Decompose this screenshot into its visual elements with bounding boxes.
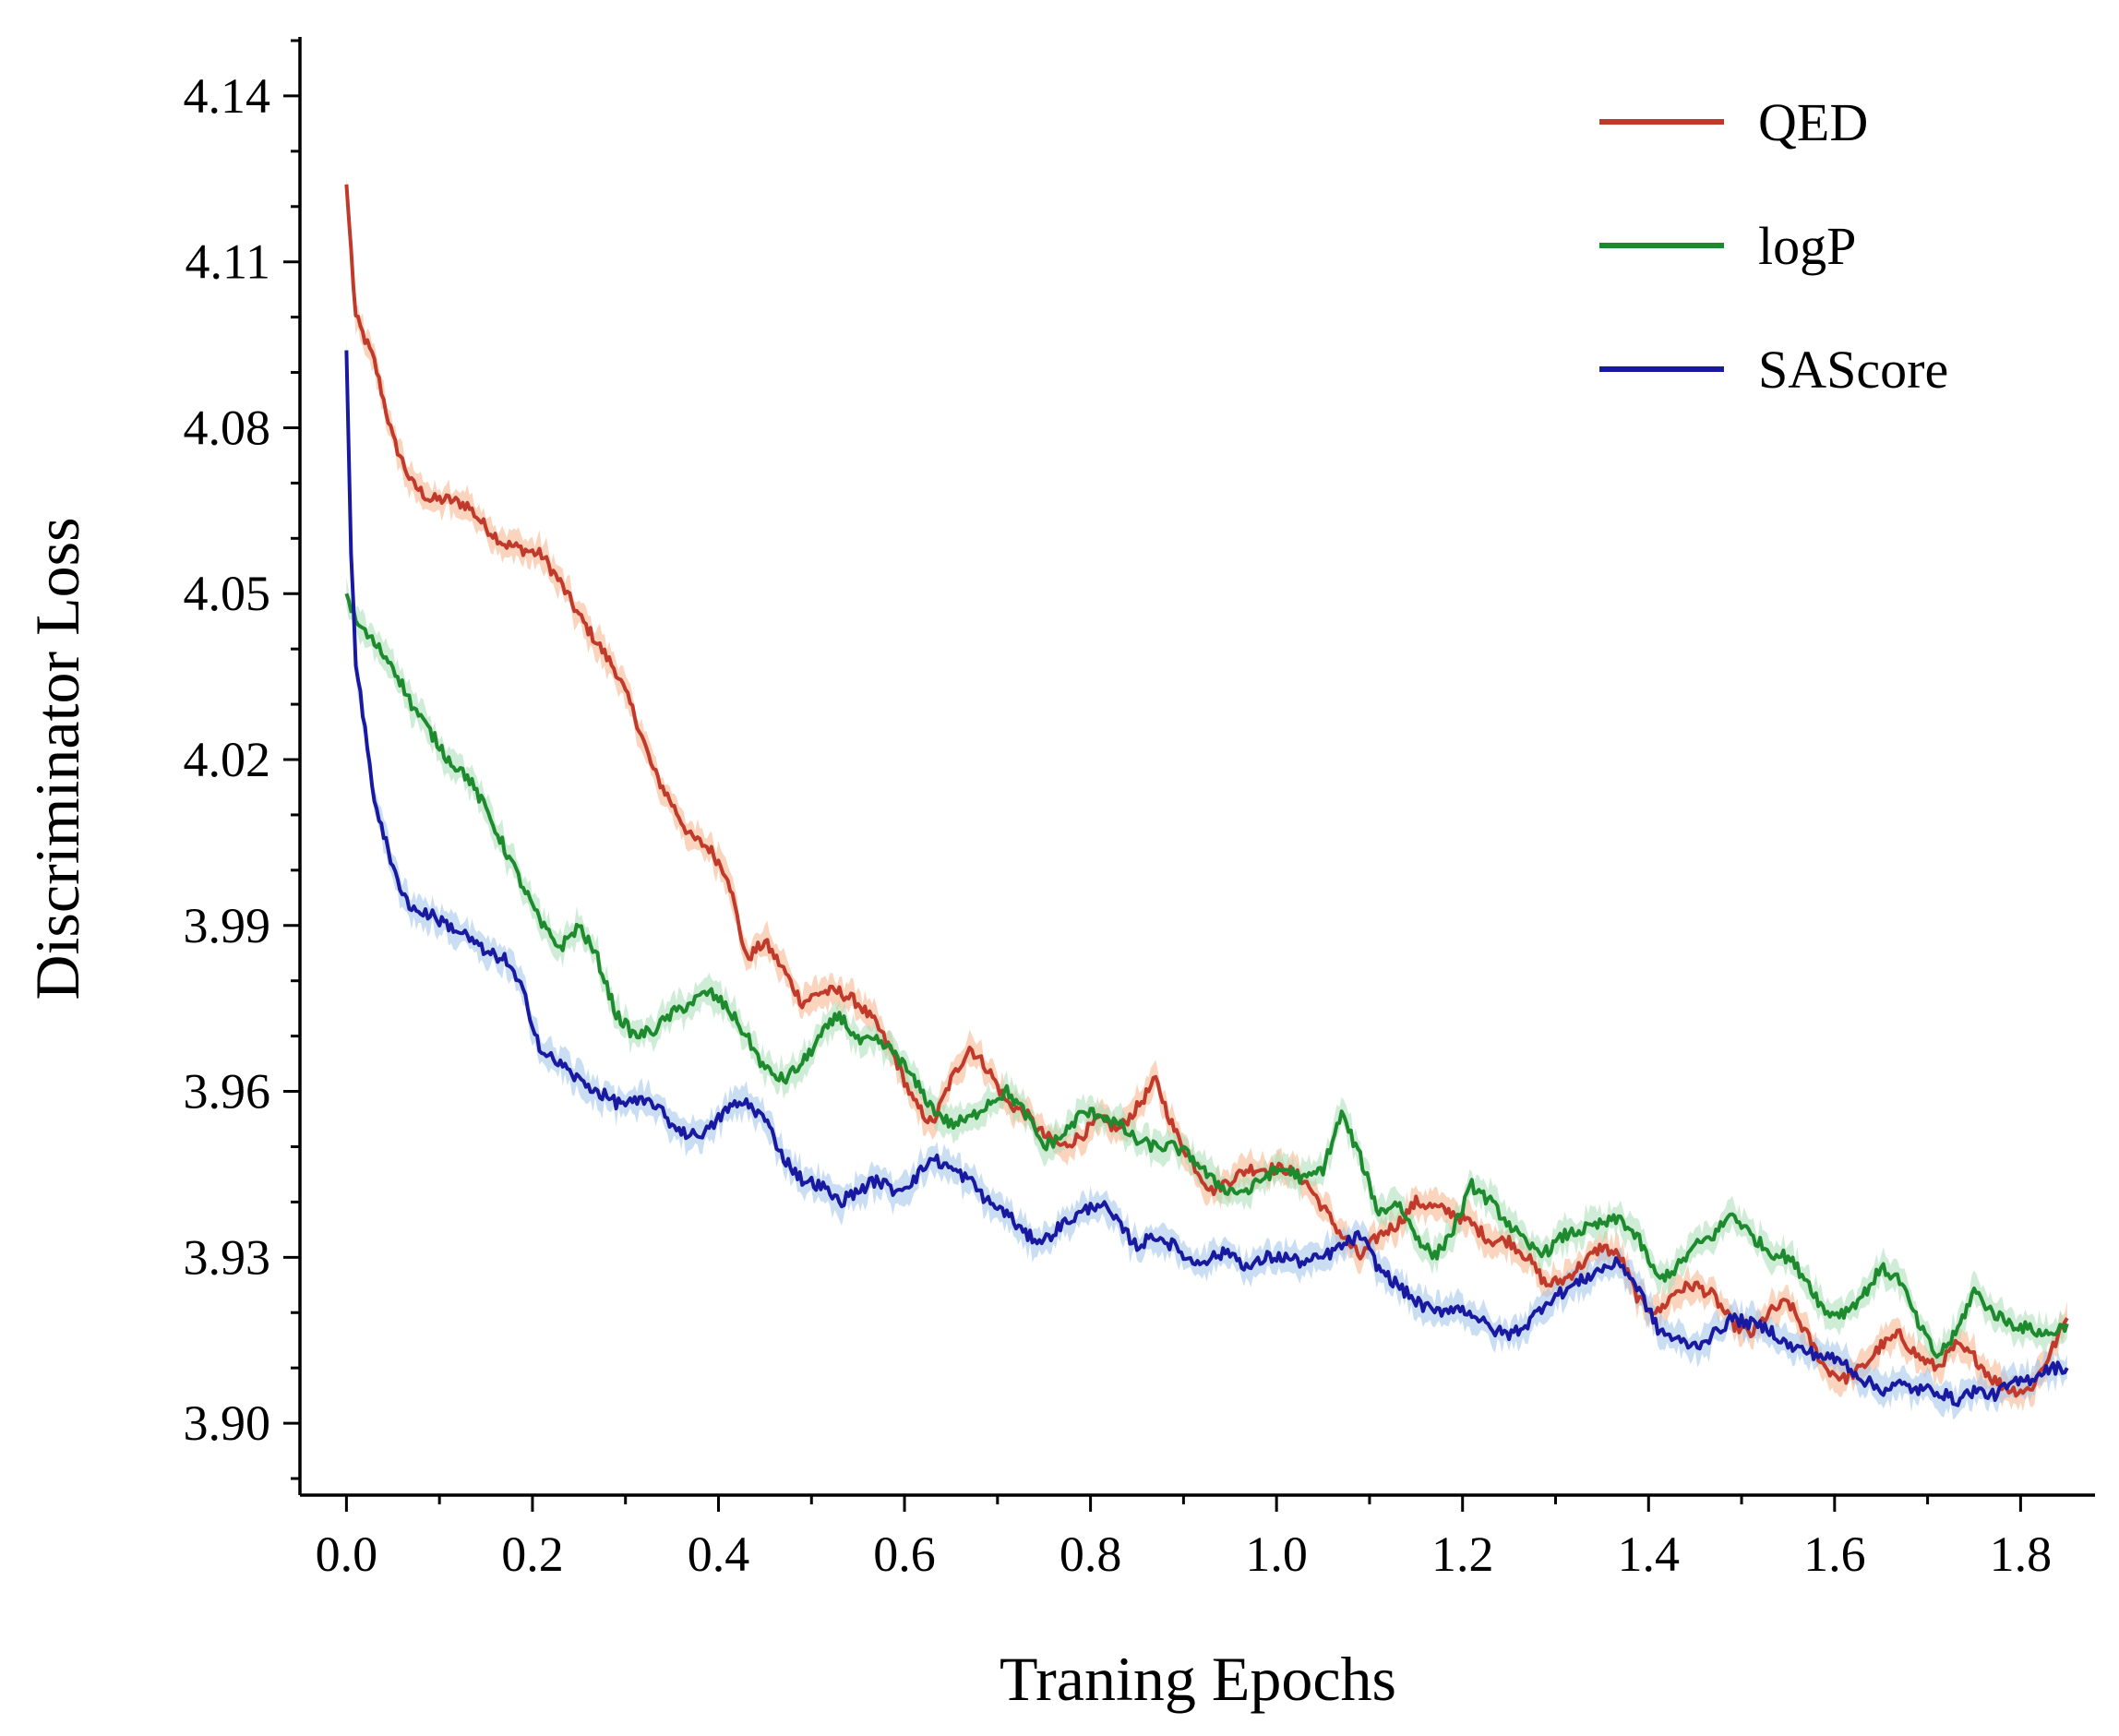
x-tick-label: 1.2 [1431, 1526, 1494, 1582]
axes [298, 37, 2095, 1497]
series-lines [344, 184, 2069, 1407]
legend-label-qed: QED [1758, 92, 1868, 152]
x-axis-title: Traning Epochs [1000, 1644, 1396, 1714]
y-tick-label: 4.05 [184, 566, 271, 621]
y-tick-label: 4.14 [184, 68, 271, 124]
x-tick-labels: 0.0 0.2 0.4 0.6 0.8 1.0 1.2 1.4 1.6 1.8 [316, 1526, 2052, 1582]
legend-label-logp: logP [1758, 216, 1856, 276]
y-tick-label: 4.08 [184, 400, 271, 455]
band-logp [346, 576, 2067, 1371]
series-line-sascore [344, 350, 2069, 1407]
y-tick-label: 4.11 [186, 234, 271, 290]
legend: QED logP SAScore [1599, 92, 1948, 400]
x-tick-label: 0.6 [873, 1526, 936, 1582]
x-tick-label: 1.4 [1618, 1526, 1681, 1582]
x-tick-label: 1.6 [1803, 1526, 1866, 1582]
y-tick-label: 3.90 [184, 1395, 271, 1451]
y-tick-label: 3.96 [184, 1064, 271, 1119]
x-tick-label: 0.0 [316, 1526, 378, 1582]
y-tick-labels: 3.90 3.93 3.96 3.99 4.02 4.05 4.08 4.11 4.14 [184, 68, 271, 1451]
x-tick-label: 0.2 [501, 1526, 564, 1582]
y-tick-label: 4.02 [184, 732, 271, 787]
y-tick-label: 3.93 [184, 1229, 271, 1285]
series-line-logp [344, 593, 2069, 1359]
tick-marks [283, 39, 2022, 1512]
series-line-qed [344, 184, 2069, 1398]
x-tick-label: 1.0 [1245, 1526, 1308, 1582]
x-tick-label: 1.8 [1990, 1526, 2053, 1582]
x-tick-label: 0.4 [688, 1526, 750, 1582]
y-tick-label: 3.99 [184, 898, 271, 953]
band-sascore [346, 334, 2067, 1420]
y-axis-title: Discriminator Loss [22, 517, 92, 1000]
legend-label-sascore: SAScore [1758, 340, 1948, 400]
x-tick-label: 0.8 [1060, 1526, 1122, 1582]
